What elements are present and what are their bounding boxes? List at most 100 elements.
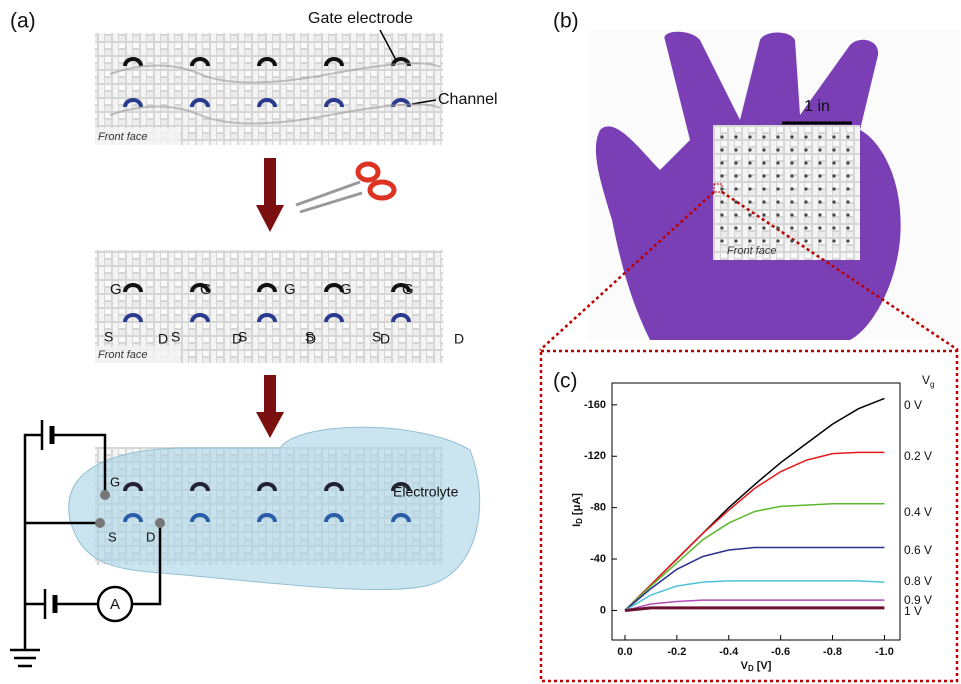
transistor-dot — [748, 161, 751, 164]
transistor-dot — [776, 174, 779, 177]
gate-label: G — [200, 281, 212, 298]
transistor-dot — [734, 135, 737, 138]
terminal-label: D — [146, 529, 155, 544]
legend-title: Vg — [922, 373, 934, 389]
arrow — [256, 412, 284, 438]
y-tick-label: -80 — [590, 502, 606, 514]
x-axis-label-sub: D — [748, 664, 754, 673]
gate-label: G — [284, 281, 296, 298]
transistor-dot — [804, 226, 807, 229]
transistor-dot — [832, 187, 835, 190]
series-label: 1 V — [904, 604, 922, 618]
annotation: Channel — [438, 91, 498, 108]
transistor-dot — [748, 239, 751, 242]
transistor-dot — [762, 148, 765, 151]
transistor-dot — [790, 187, 793, 190]
series-line — [625, 581, 884, 611]
x-axis-label: VD[V] — [741, 660, 772, 673]
transistor-dot — [776, 213, 779, 216]
y-tick-label: -120 — [584, 450, 606, 462]
transistor-dot — [790, 239, 793, 242]
contact — [100, 490, 110, 500]
panel-label: (c) — [553, 370, 578, 393]
transistor-dot — [832, 200, 835, 203]
transistor-dot — [818, 213, 821, 216]
transistor-dot — [748, 200, 751, 203]
transistor-dot — [720, 187, 723, 190]
transistor-dot — [846, 187, 849, 190]
y-tick-label: -40 — [590, 553, 606, 565]
x-tick-label: -0.6 — [771, 646, 790, 658]
transistor-dot — [804, 135, 807, 138]
y-tick-label: 0 — [600, 604, 606, 616]
transistor-dot — [748, 135, 751, 138]
transistor-dot — [748, 174, 751, 177]
transistor-dot — [748, 226, 751, 229]
transistor-dot — [762, 161, 765, 164]
transistor-dot — [762, 200, 765, 203]
transistor-dot — [818, 161, 821, 164]
series-line — [625, 452, 884, 610]
series-line — [625, 608, 884, 611]
transistor-dot — [776, 239, 779, 242]
transistor-dot — [720, 239, 723, 242]
transistor-dot — [776, 187, 779, 190]
arrow — [264, 158, 276, 208]
transistor-dot — [776, 135, 779, 138]
series-line — [625, 547, 884, 610]
transistor-dot — [804, 161, 807, 164]
gate-label: G — [402, 281, 414, 298]
transistor-dot — [804, 213, 807, 216]
transistor-dot — [846, 226, 849, 229]
transistor-dot — [734, 187, 737, 190]
transistor-dot — [720, 213, 723, 216]
transistor-dot — [762, 239, 765, 242]
transistor-dot — [776, 226, 779, 229]
x-tick-label: -0.4 — [719, 646, 739, 658]
transistor-dot — [790, 174, 793, 177]
transistor-dot — [790, 200, 793, 203]
transistor-dot — [818, 148, 821, 151]
transistor-dot — [818, 187, 821, 190]
x-axis-label-unit: [V] — [757, 660, 772, 672]
transistor-dot — [846, 148, 849, 151]
drain-label: D — [232, 331, 242, 347]
transistor-dot — [720, 148, 723, 151]
transistor-dot — [734, 226, 737, 229]
transistor-dot — [832, 174, 835, 177]
transistor-dot — [804, 148, 807, 151]
transistor-dot — [790, 226, 793, 229]
front-face: Front face — [727, 245, 777, 257]
transistor-dot — [818, 239, 821, 242]
front-face: Front face — [98, 131, 148, 143]
transistor-dot — [818, 174, 821, 177]
transistor-dot — [804, 200, 807, 203]
figure: (a) Front face Front face Gate electrode… — [0, 0, 961, 684]
transistor-dot — [846, 200, 849, 203]
transistor-dot — [720, 226, 723, 229]
transistor-dot — [832, 148, 835, 151]
y-axis-label: ID[μA] — [571, 493, 584, 527]
transistor-dot — [776, 200, 779, 203]
transistor-dot — [818, 135, 821, 138]
transistor-dot — [832, 226, 835, 229]
transistor-dot — [832, 239, 835, 242]
series-label: 0 V — [904, 398, 922, 412]
transistor-dot — [762, 174, 765, 177]
terminal-label: S — [108, 529, 117, 544]
source-label: S — [171, 329, 180, 345]
transistor-dot — [720, 200, 723, 203]
transistor-dot — [762, 187, 765, 190]
annotation: Gate electrode — [308, 10, 413, 27]
transistor-dot — [734, 174, 737, 177]
scissors — [296, 164, 394, 212]
terminal-label: G — [110, 474, 120, 489]
transistor-dot — [846, 135, 849, 138]
transistor-dot — [832, 135, 835, 138]
x-tick-label: -1.0 — [875, 646, 894, 658]
scale-label: 1 in — [804, 98, 830, 115]
drain-label: D — [454, 331, 464, 347]
transistor-dot — [776, 148, 779, 151]
transistor-dot — [734, 200, 737, 203]
transistor-dot — [804, 239, 807, 242]
